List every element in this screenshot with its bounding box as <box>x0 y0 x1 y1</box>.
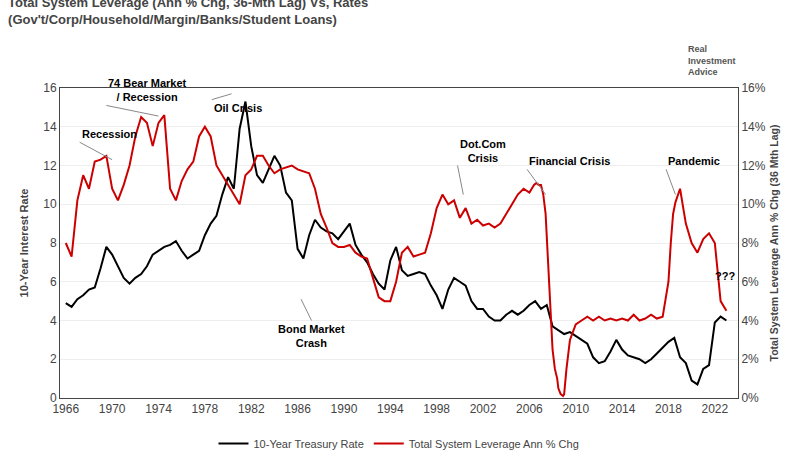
svg-text:12%: 12% <box>741 159 765 173</box>
svg-text:2022: 2022 <box>701 402 728 416</box>
svg-text:4: 4 <box>50 314 57 328</box>
svg-text:1998: 1998 <box>423 402 450 416</box>
svg-text:Total System Leverage Ann % Ch: Total System Leverage Ann % Chg <box>409 438 579 450</box>
svg-text:16%: 16% <box>741 81 765 95</box>
svg-text:1982: 1982 <box>238 402 265 416</box>
svg-text:1986: 1986 <box>284 402 311 416</box>
svg-text:1970: 1970 <box>99 402 126 416</box>
svg-text:Recession: Recession <box>82 128 137 140</box>
svg-text:12: 12 <box>43 159 57 173</box>
svg-text:10-Year Treasury Rate: 10-Year Treasury Rate <box>254 438 364 450</box>
svg-text:10%: 10% <box>741 197 765 211</box>
svg-text:10-Year Interest Rate: 10-Year Interest Rate <box>18 189 30 298</box>
svg-text:???: ??? <box>715 270 735 282</box>
svg-text:2018: 2018 <box>655 402 682 416</box>
svg-text:Pandemic: Pandemic <box>668 155 720 167</box>
svg-text:8: 8 <box>50 236 57 250</box>
svg-text:74 Bear Market/ Recession: 74 Bear Market/ Recession <box>108 77 187 103</box>
svg-text:2002: 2002 <box>470 402 497 416</box>
svg-text:14: 14 <box>43 120 57 134</box>
svg-text:8%: 8% <box>741 236 759 250</box>
svg-text:1966: 1966 <box>52 402 79 416</box>
svg-text:6: 6 <box>50 275 57 289</box>
svg-text:Total System Leverage (Ann % C: Total System Leverage (Ann % Chg, 36-Mth… <box>8 0 368 27</box>
svg-text:1990: 1990 <box>331 402 358 416</box>
svg-text:2: 2 <box>50 352 57 366</box>
svg-text:10: 10 <box>43 197 57 211</box>
svg-text:16: 16 <box>43 81 57 95</box>
svg-text:RealInvestmentAdvice: RealInvestmentAdvice <box>688 44 736 77</box>
svg-text:0: 0 <box>50 391 57 405</box>
svg-text:1978: 1978 <box>192 402 219 416</box>
svg-text:Bond MarketCrash: Bond MarketCrash <box>278 323 345 349</box>
svg-text:Total System Leverage Ann % Ch: Total System Leverage Ann % Chg (36 Mth … <box>768 125 780 362</box>
svg-text:1974: 1974 <box>145 402 172 416</box>
svg-text:Dot.ComCrisis: Dot.ComCrisis <box>460 138 506 164</box>
svg-text:0%: 0% <box>741 391 759 405</box>
svg-text:1994: 1994 <box>377 402 404 416</box>
svg-text:4%: 4% <box>741 314 759 328</box>
svg-text:2006: 2006 <box>516 402 543 416</box>
svg-text:14%: 14% <box>741 120 765 134</box>
svg-text:2010: 2010 <box>562 402 589 416</box>
svg-text:2%: 2% <box>741 352 759 366</box>
svg-text:6%: 6% <box>741 275 759 289</box>
svg-text:Oil Crisis: Oil Crisis <box>214 102 262 114</box>
svg-text:2014: 2014 <box>609 402 636 416</box>
svg-text:Financial Crisis: Financial Crisis <box>529 155 610 167</box>
